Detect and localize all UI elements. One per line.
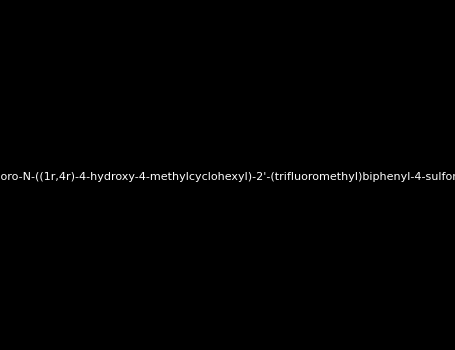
Text: 4'-fluoro-N-((1r,4r)-4-hydroxy-4-methylcyclohexyl)-2'-(trifluoromethyl)biphenyl-: 4'-fluoro-N-((1r,4r)-4-hydroxy-4-methylc… — [0, 172, 455, 182]
